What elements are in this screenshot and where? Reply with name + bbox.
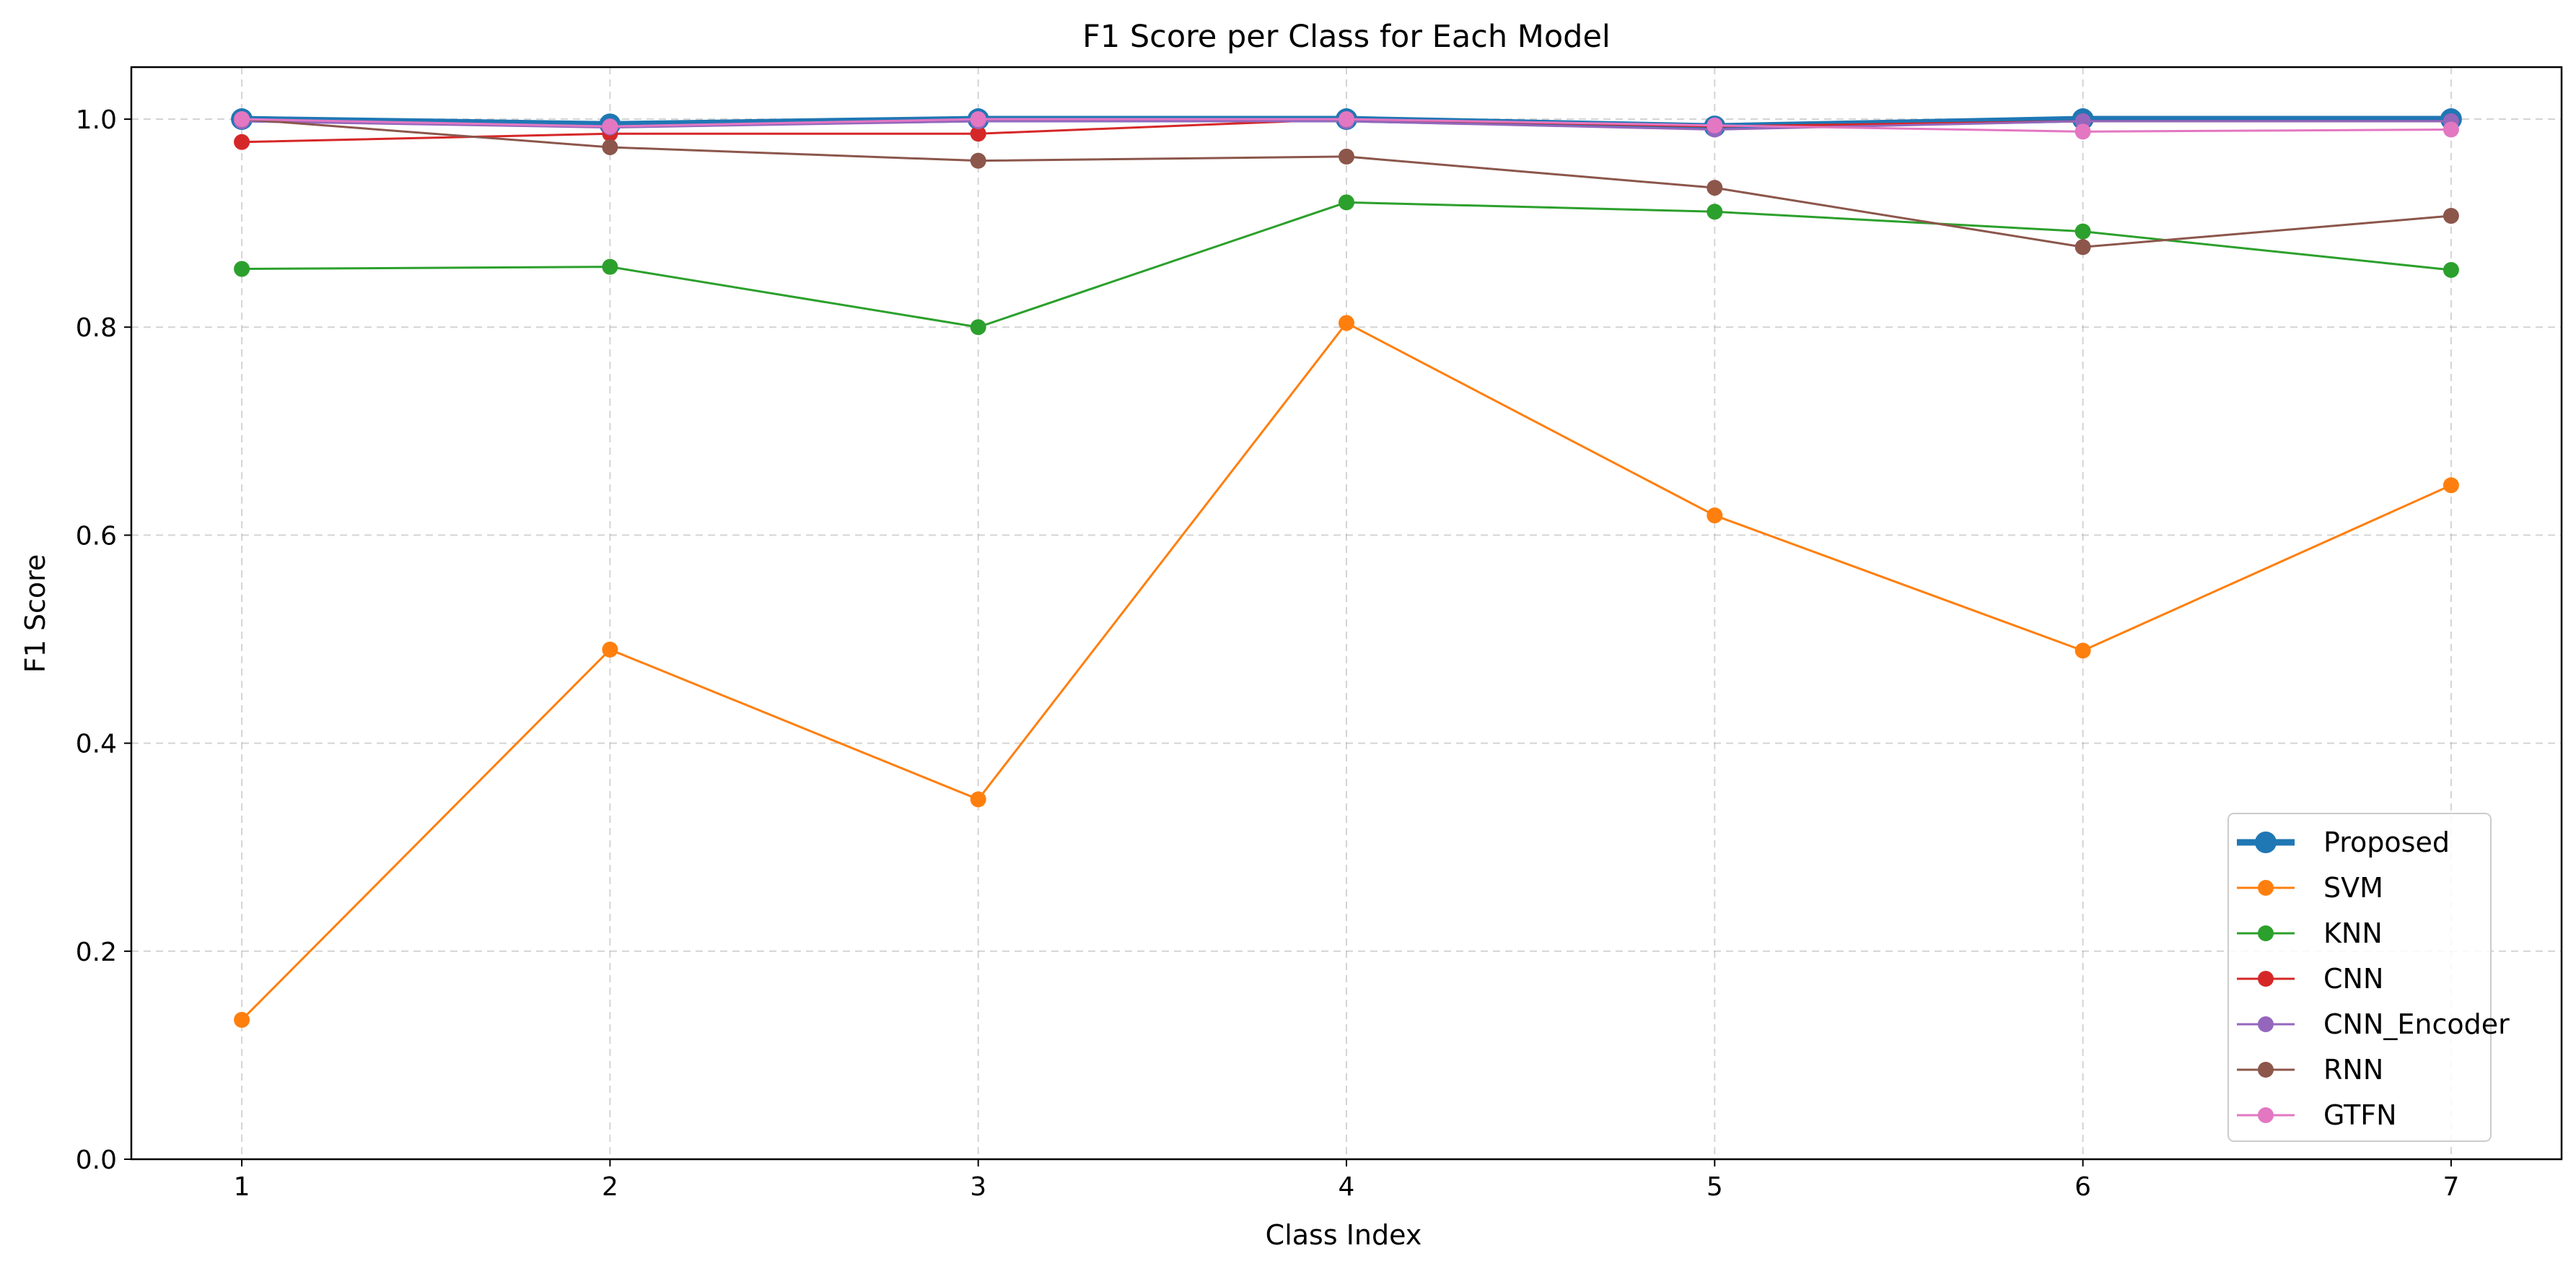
data-point-svm (2075, 642, 2091, 659)
legend-label: SVM (2323, 872, 2383, 904)
legend-entry-cnn: CNN (2237, 963, 2383, 995)
legend-swatch-marker (2258, 1107, 2274, 1123)
data-point-rnn (2443, 208, 2459, 224)
data-point-knn (2075, 223, 2091, 240)
data-point-knn (602, 258, 618, 275)
legend-entry-rnn: RNN (2237, 1054, 2383, 1086)
legend-swatch-marker (2255, 832, 2277, 853)
x-tick-label: 4 (1339, 1172, 1355, 1202)
axis-ticks: 1 2 3 4 5 6 7 0.0 0.2 0.4 0.6 0.8 1.0 (76, 105, 2460, 1202)
series-gtfn (234, 111, 2459, 140)
data-point-rnn (1339, 148, 1354, 165)
x-axis-label: Class Index (1266, 1219, 1422, 1251)
legend-label: CNN_Encoder (2323, 1008, 2510, 1040)
data-point-rnn (602, 139, 618, 155)
x-tick-label: 1 (234, 1172, 250, 1202)
data-point-svm (1339, 315, 1354, 331)
y-tick-label: 0.2 (76, 938, 117, 967)
data-point-gtfn (234, 111, 250, 128)
legend-swatch-marker (2258, 971, 2274, 987)
y-tick-label: 0.0 (76, 1146, 117, 1175)
data-point-rnn (1707, 180, 1723, 196)
legend: Proposed SVM KNN CNN CNN_Encoder RNN GTFN (2227, 813, 2510, 1142)
data-point-knn (970, 319, 986, 336)
legend-entries: Proposed SVM KNN CNN CNN_Encoder RNN GTFN (2237, 826, 2510, 1131)
data-point-svm (234, 1011, 250, 1028)
legend-entry-proposed: Proposed (2237, 826, 2450, 858)
data-point-svm (1707, 507, 1723, 524)
x-tick-label: 5 (1707, 1172, 1723, 1202)
data-point-gtfn (1707, 117, 1723, 134)
legend-frame (2227, 813, 2492, 1142)
legend-label: GTFN (2323, 1099, 2397, 1131)
data-point-knn (1707, 204, 1723, 220)
data-point-gtfn (602, 118, 618, 135)
data-point-cnn (970, 126, 986, 142)
series-lines (231, 108, 2462, 1028)
legend-entry-cnn-encoder: CNN_Encoder (2237, 1008, 2510, 1040)
data-point-cnn (234, 134, 250, 150)
legend-swatch-marker (2258, 1062, 2274, 1078)
y-tick-label: 0.6 (76, 521, 117, 551)
legend-label: Proposed (2323, 826, 2450, 858)
legend-label: RNN (2323, 1054, 2383, 1086)
data-point-gtfn (1339, 111, 1354, 128)
data-point-gtfn (2075, 123, 2091, 140)
series-rnn (234, 111, 2459, 256)
x-tick-label: 7 (2443, 1172, 2459, 1202)
y-tick-label: 0.4 (76, 730, 117, 759)
y-tick-label: 1.0 (76, 105, 117, 135)
data-point-rnn (2075, 239, 2091, 256)
data-point-gtfn (2443, 121, 2459, 138)
data-point-knn (234, 261, 250, 277)
data-point-svm (970, 791, 986, 808)
legend-swatch-marker (2258, 1016, 2274, 1032)
legend-entry-gtfn: GTFN (2237, 1099, 2397, 1131)
legend-swatch-marker (2258, 925, 2274, 941)
data-point-knn (2443, 261, 2459, 278)
data-point-svm (2443, 477, 2459, 494)
x-tick-label: 2 (602, 1172, 618, 1202)
y-axis-label: F1 Score (19, 554, 51, 673)
data-point-svm (602, 641, 618, 658)
legend-label: CNN (2323, 963, 2383, 995)
legend-swatch-marker (2258, 880, 2274, 896)
y-tick-label: 0.8 (76, 313, 117, 343)
chart-title: F1 Score per Class for Each Model (1082, 19, 1611, 55)
x-tick-label: 6 (2075, 1172, 2091, 1202)
legend-label: KNN (2323, 917, 2383, 949)
x-tick-label: 3 (970, 1172, 986, 1202)
grid-lines (131, 67, 2562, 1160)
data-point-knn (1339, 194, 1354, 211)
series-svm (234, 315, 2459, 1028)
data-point-gtfn (970, 111, 986, 128)
data-point-rnn (970, 152, 986, 169)
series-knn (234, 194, 2459, 336)
legend-entry-knn: KNN (2237, 917, 2383, 949)
legend-entry-svm: SVM (2237, 872, 2383, 904)
